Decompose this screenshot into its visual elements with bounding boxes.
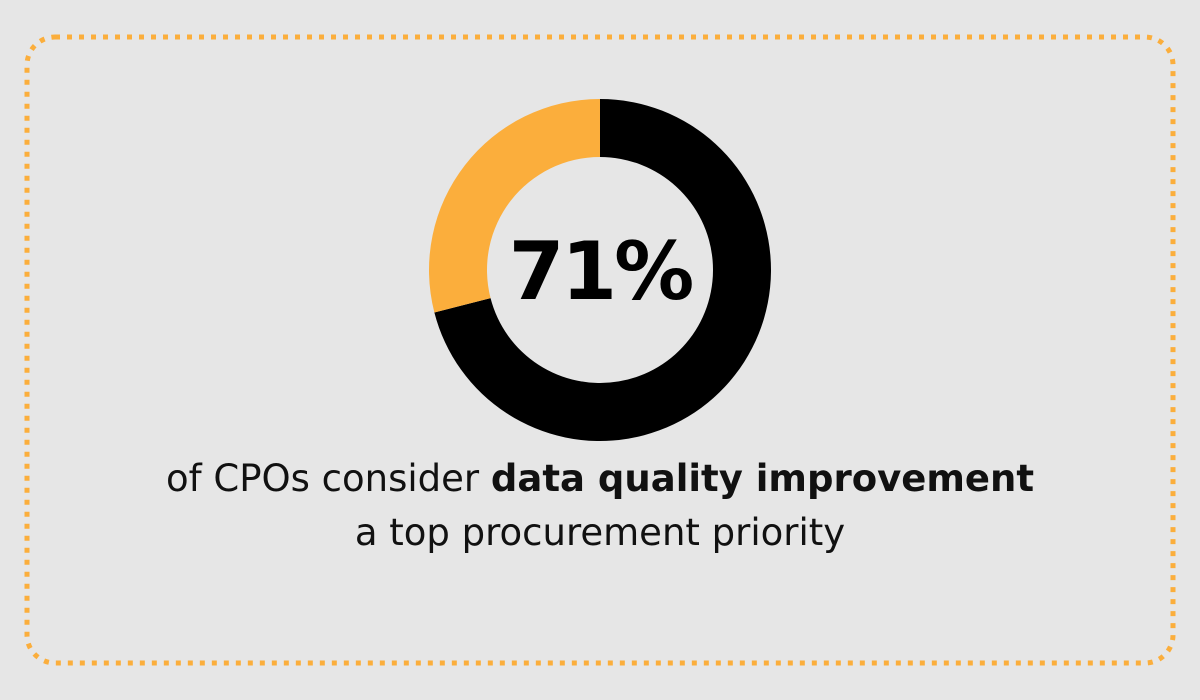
- caption: of CPOs consider data quality improvemen…: [0, 452, 1200, 560]
- caption-prefix: of CPOs consider: [165, 457, 491, 500]
- center-percentage-label: 71%: [508, 225, 694, 318]
- caption-line-1: of CPOs consider data quality improvemen…: [0, 452, 1200, 506]
- donut-slice-1: [434, 99, 771, 441]
- donut-slice-2: [429, 99, 600, 313]
- caption-highlight: data quality improvement: [490, 457, 1035, 500]
- caption-line-2: a top procurement priority: [354, 511, 846, 554]
